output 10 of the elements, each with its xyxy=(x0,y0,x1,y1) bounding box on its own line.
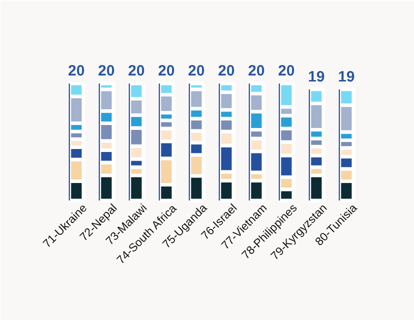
annotation: 20 xyxy=(68,62,85,80)
annotation: 19 xyxy=(338,68,355,86)
annotation: 20 xyxy=(188,62,205,80)
annotation: 20 xyxy=(158,62,175,80)
annotation: 20 xyxy=(248,62,265,80)
annotation: 19 xyxy=(308,68,325,86)
annotation: 20 xyxy=(98,62,115,80)
annotation: 20 xyxy=(218,62,235,80)
annotation: 20 xyxy=(128,62,145,80)
annotation: 20 xyxy=(278,62,295,80)
